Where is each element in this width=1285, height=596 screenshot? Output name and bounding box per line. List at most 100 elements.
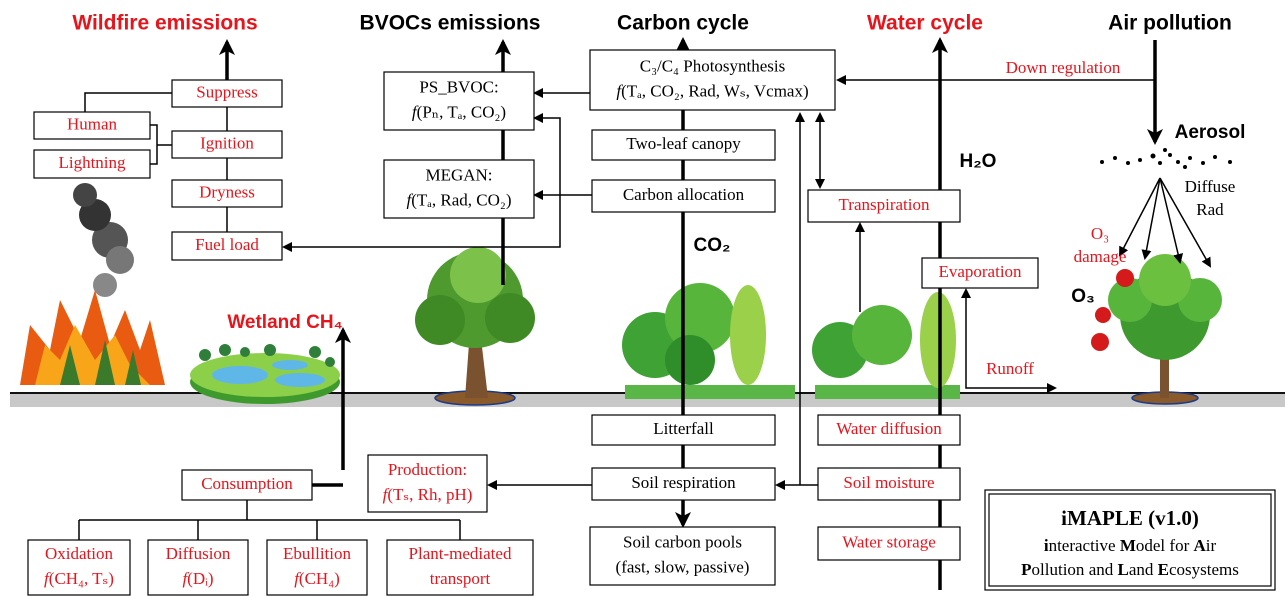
- label: Rad: [1196, 200, 1224, 219]
- box-label: f(Tₐ, Rad, CO₂): [406, 190, 511, 209]
- box: [591, 129, 776, 161]
- tree-illustration: [1091, 254, 1222, 405]
- box-label: f(CH₄, Tₛ): [44, 569, 114, 588]
- aerosol-dots: [1100, 148, 1232, 169]
- box-label: Dryness: [199, 182, 255, 201]
- box: [817, 467, 961, 501]
- footer-line: Pollution and Land Ecosystems: [1021, 560, 1239, 579]
- box-label: f(CH₄): [294, 569, 340, 588]
- box-label: Evaporation: [938, 262, 1022, 281]
- box: [591, 414, 776, 446]
- box-label: Production:: [388, 460, 467, 479]
- box-label: Ignition: [200, 133, 254, 152]
- box: [591, 179, 776, 213]
- section-header: BVOCs emissions: [360, 12, 541, 35]
- tree-illustration: [812, 292, 960, 399]
- label: O₃: [1091, 224, 1109, 243]
- box-label: Oxidation: [45, 544, 113, 563]
- box-label: Consumption: [201, 474, 293, 493]
- arrow: [1159, 177, 1184, 264]
- box: [171, 79, 283, 108]
- box: [171, 130, 283, 159]
- box-label: Soil carbon pools: [623, 532, 742, 551]
- label: damage: [1074, 247, 1127, 266]
- box-label: transport: [430, 569, 491, 588]
- label: Diffuse: [1185, 177, 1236, 196]
- footer-title: iMAPLE (v1.0): [1061, 506, 1199, 530]
- label: O₃: [1071, 286, 1095, 307]
- label: CO₂: [694, 235, 731, 256]
- section-header: Wildfire emissions: [72, 12, 257, 35]
- box-label: f(Dᵢ): [182, 569, 213, 588]
- tree-illustration: [622, 283, 795, 399]
- box: [33, 149, 151, 179]
- box: [589, 49, 836, 111]
- box: [817, 414, 961, 446]
- box-label: Fuel load: [195, 235, 259, 254]
- label: H₂O: [960, 151, 997, 172]
- box: [591, 467, 776, 501]
- box-label: Litterfall: [653, 419, 714, 438]
- box-label: Diffusion: [166, 544, 231, 563]
- box-label: Human: [67, 114, 118, 133]
- box-label: Carbon allocation: [623, 185, 745, 204]
- box-label: Water storage: [842, 532, 936, 551]
- box: [383, 71, 535, 131]
- box: [266, 539, 368, 596]
- connectors: [78, 37, 1211, 590]
- arrow: [1119, 177, 1161, 257]
- box-label: f(Tₛ, Rh, pH): [383, 485, 473, 504]
- box-label: f(Tₐ, CO₂, Rad, Wₛ, Vcmax): [616, 81, 808, 100]
- arrow: [533, 113, 561, 195]
- box-label: Soil moisture: [843, 473, 934, 492]
- tree-illustration: [415, 247, 535, 406]
- box: [386, 539, 534, 596]
- boxes: Suppress Human Ignition Lightning Dryness Fue…: [27, 49, 1039, 596]
- box-label: (fast, slow, passive): [616, 557, 750, 576]
- box-label: Soil respiration: [631, 473, 736, 492]
- box: [33, 111, 151, 140]
- labels: Down regulation Runoff Aerosol Diffuse Rad O₃…: [227, 58, 1245, 378]
- ground: [10, 393, 1285, 407]
- section-header: Air pollution: [1108, 12, 1232, 35]
- label: Runoff: [986, 359, 1034, 378]
- box: [383, 159, 535, 219]
- arrow: [282, 195, 561, 252]
- section-header: Water cycle: [867, 12, 983, 35]
- box: [921, 257, 1039, 289]
- box: [367, 454, 488, 513]
- box: [807, 189, 961, 223]
- box-label: Lightning: [58, 153, 126, 172]
- label: Down regulation: [1006, 58, 1121, 77]
- wetland-illustration: [190, 344, 340, 404]
- arrow: [1159, 177, 1211, 268]
- footer-box-inner: [988, 493, 1272, 587]
- box: [147, 539, 249, 596]
- box-label: MEGAN:: [425, 165, 492, 184]
- footer-box: [984, 489, 1276, 591]
- arrow: [965, 312, 1057, 393]
- arrow: [84, 92, 172, 112]
- footer-line: interactive Model for Air: [1044, 536, 1217, 555]
- label: Wetland CH₄: [227, 312, 342, 333]
- box-label: PS_BVOC:: [419, 77, 498, 96]
- box-label: Water diffusion: [836, 419, 942, 438]
- box-label: Plant-mediated: [409, 544, 512, 563]
- box-label: C₃/C₄ Photosynthesis: [640, 56, 786, 75]
- box-label: Transpiration: [839, 195, 930, 214]
- box-label: Suppress: [196, 82, 257, 101]
- arrow: [1141, 177, 1161, 260]
- box: [171, 231, 283, 261]
- box: [181, 469, 313, 501]
- box-label: Two-leaf canopy: [626, 134, 741, 153]
- box-label: f(Pₙ, Tₐ, CO₂): [412, 102, 506, 121]
- box-label: Ebullition: [283, 544, 352, 563]
- box: [27, 539, 131, 596]
- fire-illustration: [20, 183, 165, 385]
- box: [817, 526, 961, 561]
- box: [171, 179, 283, 208]
- box: [589, 526, 776, 586]
- section-header: Carbon cycle: [617, 12, 749, 35]
- arrow: [150, 124, 158, 165]
